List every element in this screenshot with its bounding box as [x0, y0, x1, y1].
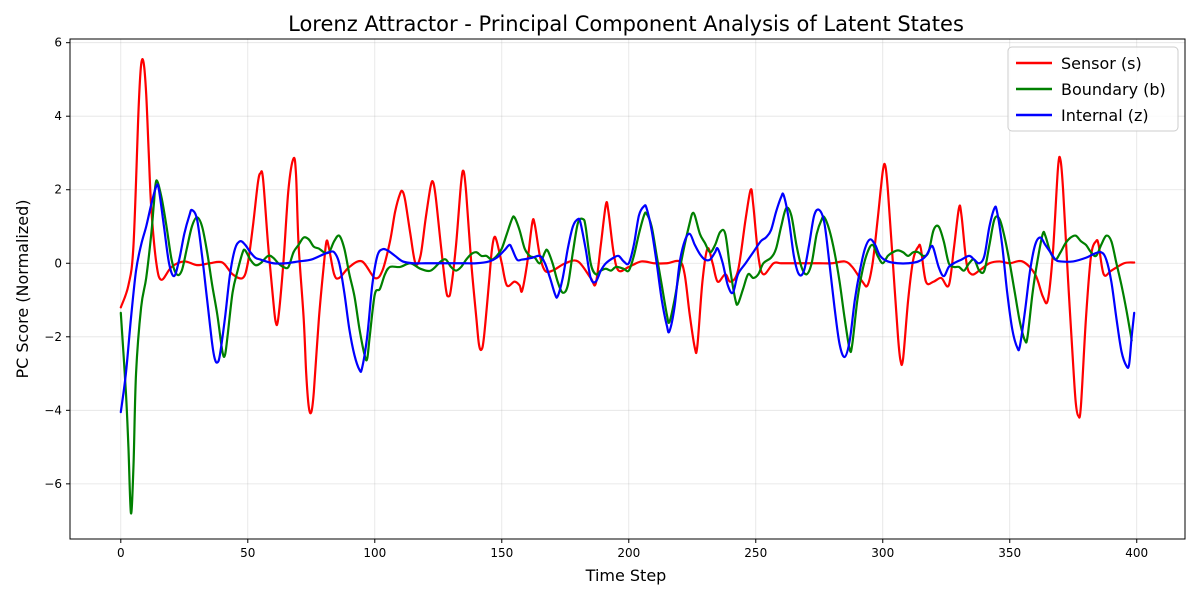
y-tick-label: 4 — [54, 109, 62, 123]
y-tick-label: 2 — [54, 183, 62, 197]
chart-title: Lorenz Attractor - Principal Component A… — [288, 12, 964, 36]
y-tick-label: −2 — [44, 330, 62, 344]
series-lines — [119, 58, 1136, 515]
x-tick-label: 300 — [871, 546, 894, 560]
x-tick-label: 200 — [617, 546, 640, 560]
x-tick-label: 50 — [240, 546, 255, 560]
x-tick-label: 400 — [1125, 546, 1148, 560]
x-axis-title: Time Step — [585, 566, 667, 585]
x-tick-label: 100 — [363, 546, 386, 560]
series-line-internal — [119, 183, 1136, 414]
x-tick-label: 150 — [490, 546, 513, 560]
x-tick-label: 350 — [998, 546, 1021, 560]
y-tick-label: 0 — [54, 256, 62, 270]
legend-label: Sensor (s) — [1061, 54, 1142, 73]
legend-label: Internal (z) — [1061, 106, 1149, 125]
x-tick-label: 250 — [744, 546, 767, 560]
legend: Sensor (s) Boundary (b) Internal (z) — [1007, 46, 1179, 132]
legend-label: Boundary (b) — [1061, 80, 1166, 99]
series-line-boundary — [119, 179, 1133, 515]
y-tick-label: 6 — [54, 36, 62, 50]
plot-frame — [69, 38, 1186, 540]
y-axis-title: PC Score (Normalized) — [13, 199, 32, 378]
y-tick-label: −4 — [44, 403, 62, 417]
axis-ticks: 0 50 100 150 200 250 300 350 400 −6 −4 −2 0 2 4 6 — [44, 36, 1148, 560]
legend-box — [1007, 46, 1179, 132]
series-group — [119, 58, 1136, 515]
series-line-sensor — [119, 58, 1136, 419]
x-tick-label: 0 — [117, 546, 125, 560]
y-tick-label: −6 — [44, 477, 62, 491]
